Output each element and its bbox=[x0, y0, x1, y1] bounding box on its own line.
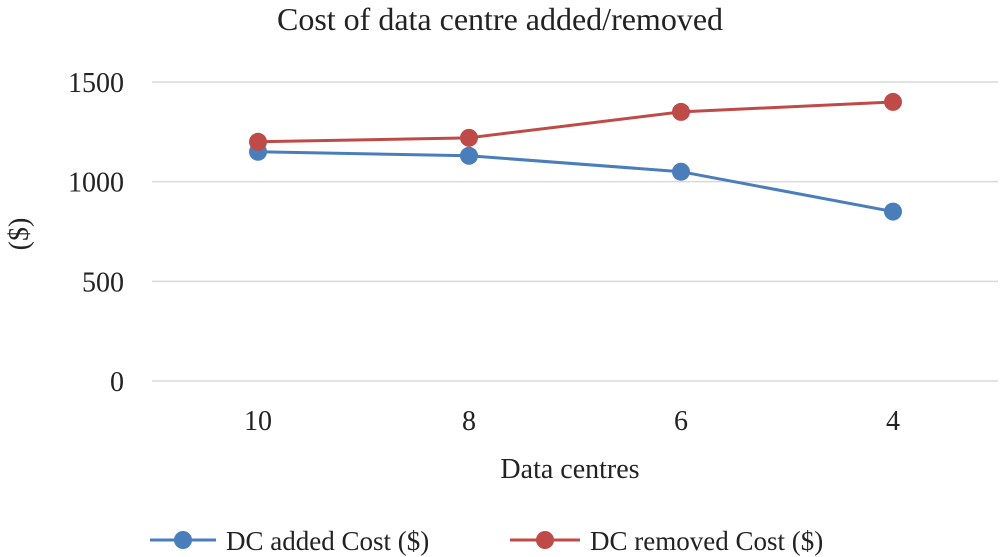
chart-title: Cost of data centre added/removed bbox=[277, 1, 723, 37]
y-tick-label: 0 bbox=[110, 367, 124, 398]
y-tick-label: 1500 bbox=[68, 68, 124, 99]
x-tick-label: 4 bbox=[886, 406, 900, 437]
series-layer bbox=[249, 92, 902, 221]
gridlines bbox=[152, 81, 998, 382]
data-point bbox=[884, 92, 902, 111]
y-axis-ticks: 0 500 1000 1500 bbox=[68, 68, 124, 398]
data-point bbox=[460, 146, 478, 165]
y-tick-label: 500 bbox=[82, 267, 124, 298]
data-point bbox=[884, 202, 902, 221]
data-point bbox=[249, 132, 267, 151]
x-axis-ticks: 10 8 6 4 bbox=[244, 406, 900, 437]
y-tick-label: 1000 bbox=[68, 168, 124, 199]
legend-entry-label: DC added Cost ($) bbox=[226, 526, 429, 556]
x-axis-label: Data centres bbox=[500, 454, 639, 485]
x-tick-label: 6 bbox=[674, 406, 688, 437]
data-point bbox=[460, 128, 478, 147]
data-point bbox=[672, 102, 690, 121]
x-tick-label: 10 bbox=[244, 406, 272, 437]
legend: DC added Cost ($) DC removed Cost ($) bbox=[150, 526, 823, 556]
series-line-0 bbox=[257, 150, 894, 214]
data-point bbox=[672, 162, 690, 181]
legend-swatch-marker bbox=[174, 531, 192, 549]
y-axis-label: ($) bbox=[4, 218, 35, 251]
legend-swatch-marker bbox=[536, 531, 554, 549]
x-tick-label: 8 bbox=[462, 406, 476, 437]
series-line-1 bbox=[257, 100, 894, 144]
legend-entry-label: DC removed Cost ($) bbox=[590, 526, 823, 556]
